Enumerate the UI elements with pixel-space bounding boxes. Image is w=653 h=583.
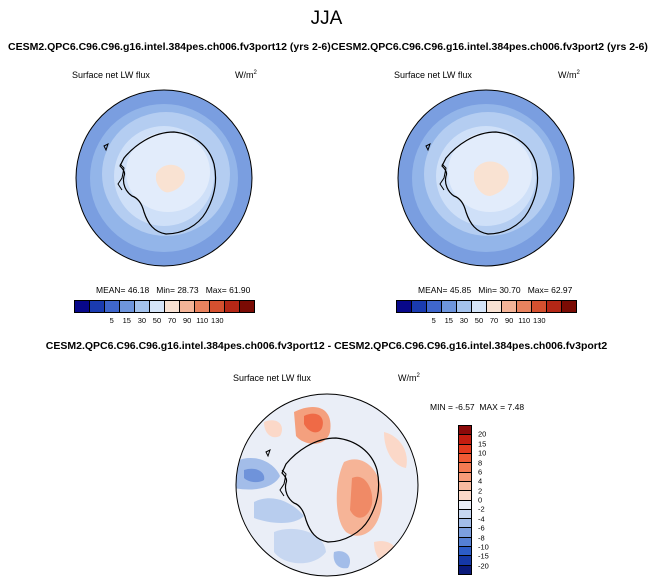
diff-panel-colorbar-tick-label: -15 [478,551,489,561]
diff-panel-colorbar-tick-label: -6 [478,523,485,533]
panel-2-units: W/m2 [558,70,580,80]
diff-panel-colorbar-tick-label: -2 [478,504,485,514]
diff-panel-colorbar-tick-label: 2 [478,486,483,496]
diff-panel-colorbar-swatch [459,444,471,454]
diff-panel-colorbar [458,425,472,575]
diff-panel-colorbar-ticks: 20 15 10 8 6 4 2 0 -2 -4 -6 -8 -10 -15 -20 [478,425,502,575]
diff-panel-min: -6.57 [455,402,475,412]
panel-1-colorbar-swatch [120,301,135,312]
diff-panel-colorbar-tick-label: 6 [478,467,483,477]
panel-2-colorbar-swatch [442,301,457,312]
diff-panel-colorbar-swatch [459,509,471,520]
diff-panel-colorbar-swatch [459,565,471,574]
diff-panel-colorbar-swatch [459,500,471,510]
panel-2-colorbar-swatch [532,301,547,312]
panel-1-units: W/m2 [235,70,257,80]
diff-panel-colorbar-swatch [459,547,471,557]
panel-1-field [76,90,252,266]
panel-2-colorbar-swatch [487,301,502,312]
panel-2-colorbar-swatch [397,301,412,312]
diff-panel-map-border [235,393,419,577]
panel-2-colorbar-swatch [562,301,576,312]
panel-1-colorbar-swatch [210,301,225,312]
panel-2-colorbar-swatch [472,301,487,312]
diff-panel-coastline [281,437,380,543]
diff-panel-colorbar-tick-label: -10 [478,542,489,552]
diff-panel-colorbar-tick-label: 4 [478,476,483,486]
panel-2-colorbar-swatch [427,301,442,312]
diff-panel-colorbar-tick-label: -4 [478,514,485,524]
panel-2-map [397,89,575,267]
diff-panel-stats: MIN = -6.57 MAX = 7.48 [430,402,525,412]
panel-1-colorbar-swatch [180,301,195,312]
diff-panel-colorbar-swatch [459,491,471,501]
diff-panel-max: 7.48 [507,402,525,412]
panel-2-map-border [397,89,575,267]
panel-2-min: 30.70 [499,285,521,295]
panel-1-colorbar-swatch [90,301,105,312]
panel-1-coastline [119,131,217,235]
diff-panel-colorbar-swatch [459,528,471,538]
panel-1-max: 61.90 [229,285,251,295]
diff-panel-field [236,394,418,576]
diff-panel-colorbar-tick-label: -20 [478,561,489,571]
diff-panel-colorbar-swatch [459,519,471,529]
diff-panel-colorbar-tick-label: 8 [478,458,483,467]
diff-panel-colorbar-tick-label: 15 [478,439,487,449]
panel-1-title: CESM2.QPC6.C96.C96.g16.intel.384pes.ch00… [8,41,331,53]
panel-1-colorbar-swatch [105,301,120,312]
diff-panel-variable: Surface net LW flux [233,373,311,383]
panel-2-mean: 45.85 [449,285,472,295]
panel-1-colorbar-swatch [150,301,165,312]
diff-panel-units: W/m2 [398,373,420,383]
panel-1-colorbar-swatch [240,301,254,312]
diff-panel-colorbar-swatch [459,472,471,482]
diff-panel-map [235,393,419,577]
panel-2-colorbar-swatch [412,301,427,312]
panel-1-map-border [75,89,253,267]
diff-panel-colorbar-swatch [459,556,471,566]
panel-2-colorbar [396,300,577,313]
panel-2-stats: MEAN= 45.85 Min= 30.70 Max= 62.97 [418,285,573,295]
diff-panel-colorbar-swatch [459,453,471,464]
diff-panel-title: CESM2.QPC6.C96.C96.g16.intel.384pes.ch00… [45,340,608,352]
panel-1-colorbar-swatch [165,301,180,312]
panel-1-colorbar-swatch [195,301,210,312]
panel-1-colorbar-swatch [135,301,150,312]
diff-panel-colorbar-swatch [459,481,471,492]
panel-2-variable: Surface net LW flux [394,70,472,80]
panel-2-colorbar-swatch [502,301,517,312]
diff-panel-colorbar-tick-label: 0 [478,495,483,505]
panel-2-coastline [441,131,539,235]
diff-panel-colorbar-tick-label: 20 [478,429,487,439]
panel-1-map [75,89,253,267]
panel-2-colorbar-swatch [547,301,562,312]
panel-1-stats: MEAN= 46.18 Min= 28.73 Max= 61.90 [96,285,251,295]
panel-1-mean: 46.18 [127,285,150,295]
panel-2-max: 62.97 [551,285,573,295]
diff-panel-colorbar-swatch [459,463,471,473]
diff-panel-colorbar-tick-label: 10 [478,448,487,458]
diff-panel-colorbar-swatch [459,426,471,436]
diff-panel-colorbar-swatch [459,537,471,548]
panel-1-colorbar-swatch [225,301,240,312]
figure-title: JJA [310,8,343,29]
diff-panel-colorbar-tick-label: -8 [478,533,485,542]
panel-2-colorbar-swatch [517,301,532,312]
panel-2-title: CESM2.QPC6.C96.C96.g16.intel.384pes.ch00… [331,41,648,53]
panel-1-variable: Surface net LW flux [72,70,150,80]
panel-2-colorbar-swatch [457,301,472,312]
panel-1-colorbar [74,300,255,313]
panel-2-field [398,90,574,266]
panel-1-min: 28.73 [177,285,199,295]
panel-1-colorbar-swatch [75,301,90,312]
diff-panel-colorbar-swatch [459,435,471,445]
